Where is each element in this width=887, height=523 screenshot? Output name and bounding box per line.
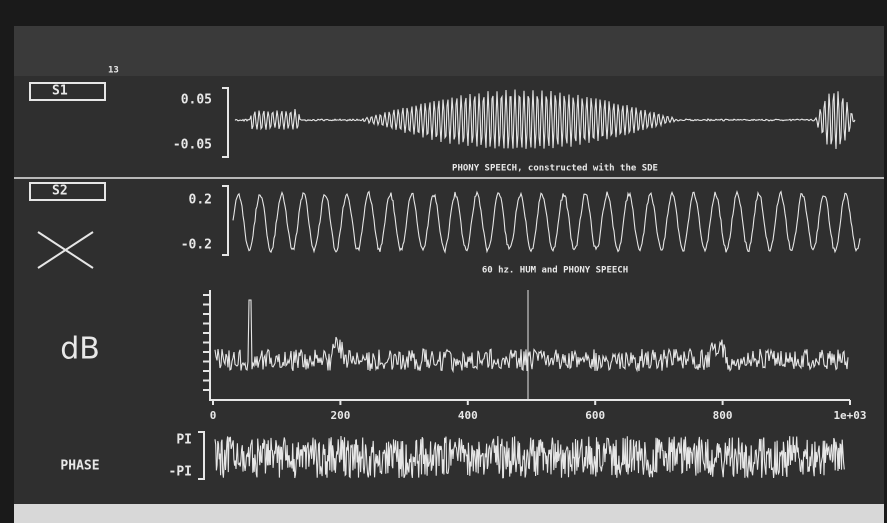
waveform <box>234 89 856 150</box>
bracket <box>222 87 229 158</box>
x-tick-label: 800 <box>713 409 733 422</box>
tick-label: -0.2 <box>181 238 212 253</box>
panel-label: dB <box>60 332 100 367</box>
bracket <box>198 431 205 480</box>
phase <box>214 435 845 479</box>
spectrum-axes <box>209 290 850 401</box>
panel-label: S1 <box>52 84 68 99</box>
x-icon <box>37 231 94 269</box>
x-tick-label: 0 <box>210 409 217 422</box>
bracket <box>222 185 229 256</box>
panel-label: S2 <box>52 184 68 199</box>
marker: 13 <box>108 66 119 76</box>
s2-box <box>29 182 106 201</box>
x-tick-label: 1e+03 <box>833 409 866 422</box>
caption: 60 hz. HUM and PHONY SPEECH <box>482 266 628 276</box>
bottom-strip <box>14 504 884 523</box>
waveform <box>232 190 861 254</box>
spectrum <box>214 299 849 374</box>
caption: PHONY SPEECH, constructed with the SDE <box>452 163 658 174</box>
tick-label: -0.05 <box>173 138 212 153</box>
x-tick-label: 600 <box>585 409 605 422</box>
x-tick-label: 400 <box>458 409 478 422</box>
panel-label: PHASE <box>60 459 99 474</box>
tick-label: 0.2 <box>189 193 212 208</box>
tick-label: 0.05 <box>181 93 212 108</box>
tick-label: PI <box>176 433 192 448</box>
tick-label: -PI <box>169 465 192 480</box>
s1-box <box>29 82 106 101</box>
display <box>14 26 884 504</box>
top-strip <box>14 26 884 76</box>
x-tick-label: 200 <box>330 409 350 422</box>
